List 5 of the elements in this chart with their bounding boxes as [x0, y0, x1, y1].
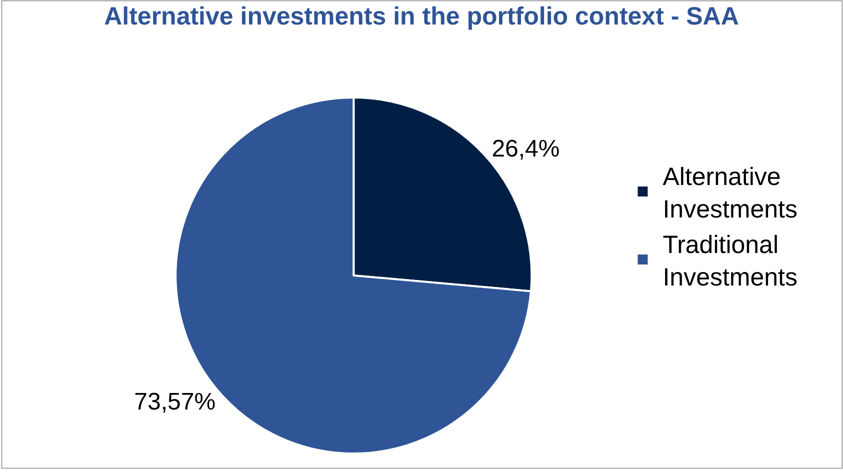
legend-label: Traditional Investments — [662, 231, 798, 292]
data-label: 73,57% — [134, 388, 216, 416]
chart-title: Alternative investments in the portfolio context - SAA — [104, 2, 739, 31]
data-label: 26,4% — [492, 136, 560, 163]
legend-label: Alternative Investments — [662, 163, 798, 224]
